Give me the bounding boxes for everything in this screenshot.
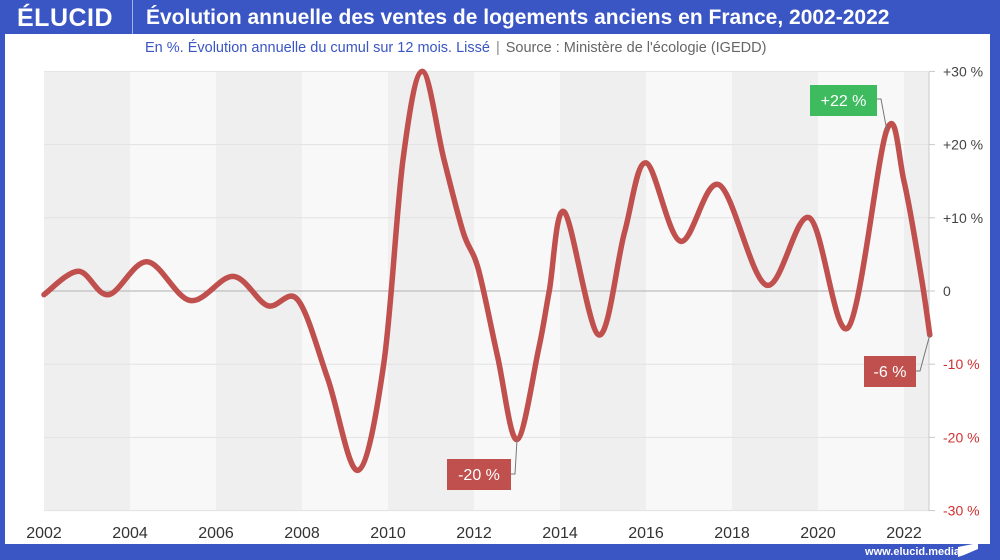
annotation-label: +22 %: [821, 93, 867, 110]
elucid-logo: ÉLUCID: [17, 4, 114, 32]
subtitle-separator: |: [495, 40, 500, 56]
x-tick-label: 2012: [456, 525, 492, 542]
x-tick-label: 2022: [886, 525, 922, 542]
x-tick-label: 2020: [800, 525, 836, 542]
y-axis: +30 % +20 % +10 % 0 -10 % -20 % -30 %: [928, 63, 983, 519]
subtitle-text: En %. Évolution annuelle du cumul sur 12…: [145, 40, 490, 56]
x-tick-label: 2004: [112, 525, 148, 542]
chart-subtitle: En %. Évolution annuelle du cumul sur 12…: [145, 40, 766, 56]
source-text: Source : Ministère de l'écologie (IGEDD): [505, 40, 767, 56]
x-tick-label: 2008: [284, 525, 320, 542]
x-tick-label: 2002: [26, 525, 62, 542]
elucid-flag-icon: [958, 543, 978, 557]
annotation-box: [810, 85, 877, 116]
grid-lines: [44, 70, 929, 512]
annotation-leader: [877, 98, 888, 131]
annotation-leader: [916, 334, 931, 372]
header-bar: ÉLUCID Évolution annuelle des ventes de …: [0, 0, 1000, 36]
annotations-layer: -20 % +22 % -6 %: [447, 85, 931, 490]
x-tick-label: 2018: [714, 525, 750, 542]
x-axis: 2002 2004 2006 2008 2010 2012 2014 2016 2018 2020…: [26, 525, 922, 542]
x-tick-label: 2014: [542, 525, 578, 542]
y-tick-label: +10 %: [943, 210, 983, 226]
annotation-box: [864, 356, 916, 387]
y-tick-label: -20 %: [943, 429, 980, 445]
y-tick-label: -10 %: [943, 356, 980, 372]
annotation-leader: [511, 439, 518, 475]
y-tick-label: +30 %: [943, 63, 983, 79]
footer-url[interactable]: www.elucid.media: [865, 546, 960, 558]
y-tick-label: -30 %: [943, 503, 980, 519]
series-line: [41, 68, 933, 474]
x-tick-label: 2016: [628, 525, 664, 542]
annotation-label: -20 %: [458, 467, 500, 484]
y-tick-label: +20 %: [943, 137, 983, 153]
header-divider: [132, 0, 133, 36]
x-tick-label: 2006: [198, 525, 234, 542]
annotation-label: -6 %: [874, 364, 907, 381]
x-tick-label: 2010: [370, 525, 406, 542]
y-tick-label: 0: [943, 283, 951, 299]
annotation-box: [447, 459, 511, 490]
series-layer: [41, 68, 933, 474]
chart-title: Évolution annuelle des ventes de logemen…: [146, 6, 890, 29]
